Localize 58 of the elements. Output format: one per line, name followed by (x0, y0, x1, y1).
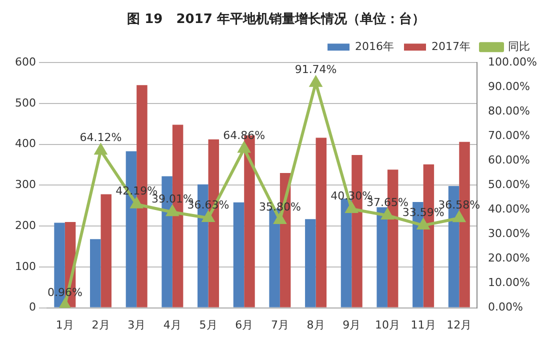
data-label: 64.86% (223, 129, 266, 142)
data-label: 33.59% (402, 206, 444, 219)
point (94, 144, 107, 155)
point (130, 198, 142, 208)
y-tick-label: 300 (14, 178, 36, 192)
point (382, 208, 394, 220)
bar (305, 219, 316, 308)
point (59, 298, 71, 308)
y-tick-label: 0 (28, 300, 36, 314)
point (453, 212, 465, 222)
x-tick-label: 9月 (342, 318, 361, 332)
legend-label: 2017年 (432, 40, 471, 53)
x-tick-label: 7月 (270, 318, 289, 332)
point (274, 214, 286, 224)
point (346, 202, 358, 213)
legend-label: 2016年 (355, 40, 394, 53)
y2-tick-label: 40.00% (488, 202, 530, 216)
point (202, 211, 214, 222)
bar (316, 138, 327, 308)
y2-tick-label: 100.00% (488, 55, 538, 68)
point (166, 206, 178, 216)
point (238, 142, 250, 153)
data-label: 64.12% (80, 130, 122, 144)
y2-tick-label: 90.00% (488, 80, 530, 93)
y2-tick-label: 80.00% (488, 104, 530, 118)
bar (340, 198, 352, 308)
y-tick-label: 600 (14, 55, 36, 68)
y2-tick-label: 0.00% (488, 300, 524, 314)
y-tick-label: 100 (14, 260, 36, 273)
x-tick-label: 5月 (199, 318, 218, 332)
y-tick-label: 400 (14, 137, 36, 150)
bar (100, 194, 112, 308)
x-tick-label: 2月 (92, 318, 110, 332)
x-tick-label: 11月 (410, 318, 436, 332)
x-tick-label: 12月 (446, 318, 472, 332)
x-tick-label: 6月 (235, 318, 254, 332)
bar (233, 202, 244, 308)
chart-title: 图 19 2017 年平地机销量增长情况（单位：台） (127, 11, 425, 28)
y-tick-label: 500 (14, 96, 36, 110)
data-label: 0.96% (47, 286, 82, 299)
bar (376, 207, 388, 308)
point (417, 218, 430, 230)
y-tick-label: 200 (14, 218, 36, 232)
y2-tick-label: 20.00% (488, 252, 530, 265)
y2-tick-label: 70.00% (488, 129, 530, 142)
legend-label: 同比 (508, 40, 530, 53)
x-tick-label: 10月 (374, 318, 400, 332)
data-label: 91.74% (294, 63, 337, 76)
x-tick-label: 8月 (306, 318, 325, 332)
x-tick-label: 1月 (56, 318, 74, 332)
x-tick-label: 4月 (163, 318, 182, 332)
x-tick-label: 3月 (128, 318, 146, 332)
y2-tick-label: 60.00% (488, 154, 530, 167)
y2-tick-label: 30.00% (488, 227, 530, 240)
point (310, 76, 322, 87)
y2-tick-label: 10.00% (488, 276, 530, 290)
y2-tick-label: 50.00% (488, 178, 530, 192)
bar (90, 239, 101, 308)
